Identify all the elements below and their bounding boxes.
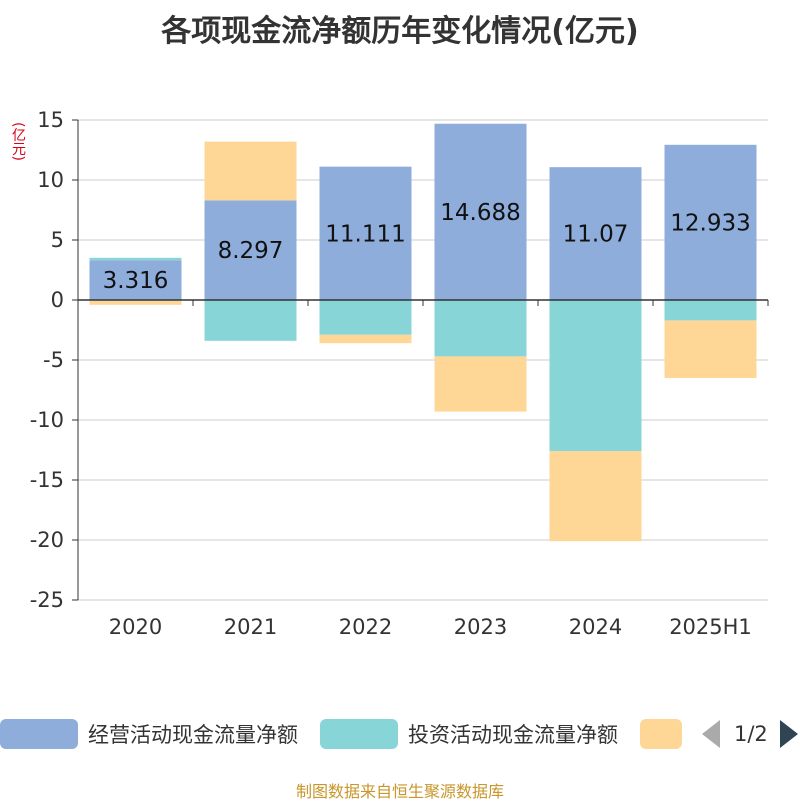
x-tick-label-2021: 2021 [224,615,277,639]
bar-series0-2022[interactable] [319,166,412,300]
y-tick-label: 15 [37,108,64,132]
y-tick-label: 5 [51,228,64,252]
data-source-note: 制图数据来自恒生聚源数据库 [295,782,504,801]
x-tick-label-2024: 2024 [569,615,622,639]
chart-title: 各项现金流净额历年变化情况(亿元) [161,14,639,49]
data-label-2021: 8.297 [218,238,284,264]
legend-label-operating: 经营活动现金流量净额 [88,723,298,747]
legend-swatch-operating [0,719,78,749]
x-tick-label-2025H1: 2025H1 [669,615,752,639]
y-tick-label: -5 [43,348,64,372]
bar-series0-2020[interactable] [89,260,182,300]
bar-series1-2025H1[interactable] [664,300,757,321]
x-tick-label-2022: 2022 [339,615,392,639]
y-axis-unit-label: (亿元) [10,122,26,161]
bar-series1-2022[interactable] [319,300,412,335]
y-tick-label: -25 [30,588,64,612]
legend-item-operating[interactable]: 经营活动现金流量净额 [0,716,298,752]
bar-series2-2021[interactable] [204,141,297,201]
legend-pager: 1/2 [700,716,800,752]
bar-series0-2025H1[interactable] [664,144,757,300]
grid-lines [78,119,768,601]
bar-series0-2024[interactable] [549,167,642,300]
bar-series0-2023[interactable] [434,123,527,300]
next-page-icon[interactable] [779,720,798,748]
data-label-2020: 3.316 [103,268,169,294]
bar-series2-2020[interactable] [89,300,182,305]
y-tick-label: -15 [30,468,64,492]
bar-series0-2021[interactable] [204,200,297,300]
data-label-2023: 14.688 [440,200,520,226]
legend-item-financing[interactable] [640,716,682,752]
y-tick-label: 10 [37,168,64,192]
x-tick-label-2023: 2023 [454,615,507,639]
data-label-2025H1: 12.933 [670,210,750,236]
data-label-2024: 11.07 [563,222,629,248]
prev-page-icon[interactable] [702,720,720,748]
bar-series1-2020[interactable] [89,257,182,261]
legend-swatch-financing [640,719,682,749]
legend-swatch-investing [320,719,398,749]
axes: 15 10 5 0 -5 -10 -15 -20 -25 2020 2021 2022 2023 2024… [30,108,769,639]
y-tick-label: -10 [30,408,64,432]
y-tick-label: 0 [51,288,64,312]
bar-series2-2024[interactable] [549,451,642,542]
bars [89,123,757,542]
bar-series1-2021[interactable] [204,300,297,341]
bar-series2-2022[interactable] [319,334,412,344]
data-label-2022: 11.111 [325,221,405,247]
legend: 经营活动现金流量净额 投资活动现金流量净额 [0,716,800,752]
bar-series1-2024[interactable] [549,300,642,452]
legend-label-investing: 投资活动现金流量净额 [408,723,618,747]
bar-series2-2025H1[interactable] [664,320,757,378]
data-labels: 3.316 8.297 11.111 14.688 11.07 12.933 [103,200,751,294]
bar-series2-2023[interactable] [434,356,527,412]
y-tick-label: -20 [30,528,64,552]
x-tick-label-2020: 2020 [109,615,162,639]
bar-series1-2023[interactable] [434,300,527,357]
page-indicator: 1/2 [734,722,768,746]
legend-item-investing[interactable]: 投资活动现金流量净额 [320,716,618,752]
chart-svg: 15 10 5 0 -5 -10 -15 -20 -25 2020 2021 2022 2023 2024… [30,108,769,639]
